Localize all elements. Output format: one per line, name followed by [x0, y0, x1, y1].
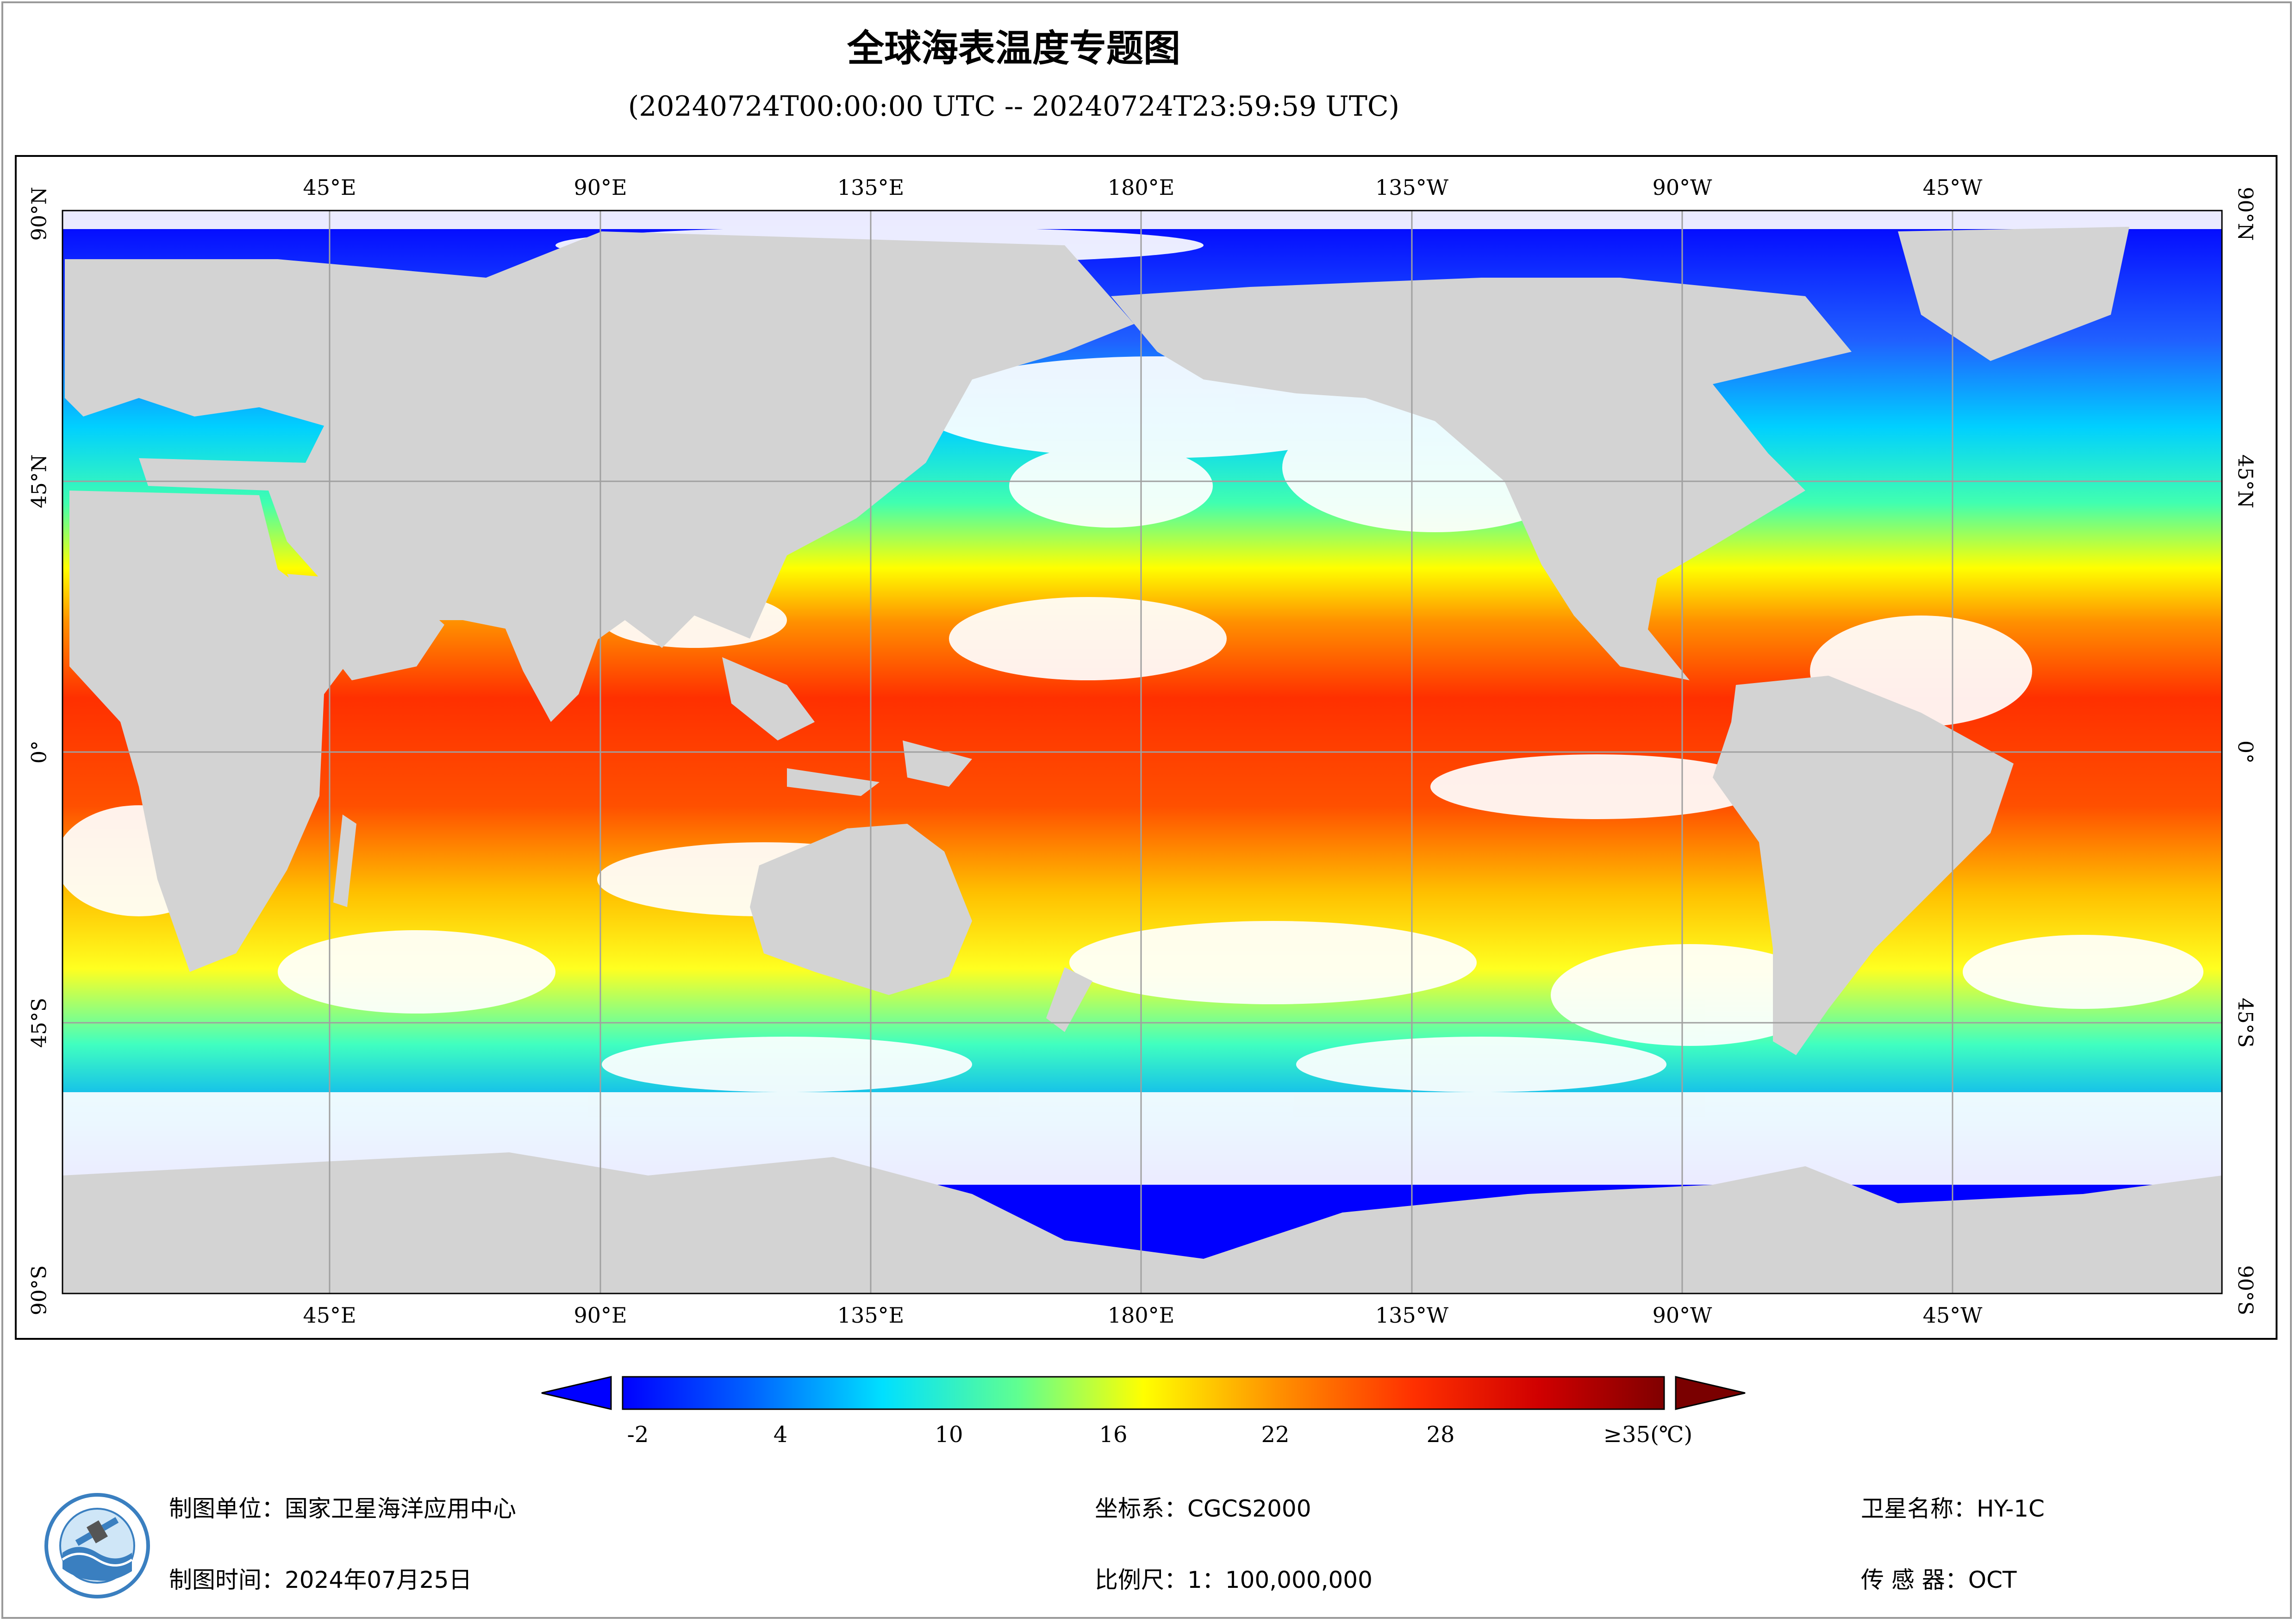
- lon-label-bottom-90w: 90°W: [1652, 1303, 1712, 1328]
- sst-map: [62, 210, 2223, 1294]
- nsoas-logo-icon: [44, 1493, 150, 1598]
- satellite-name: 卫星名称：HY-1C: [1861, 1495, 2045, 1522]
- land-eurasia: [65, 231, 1134, 666]
- lon-label-top-135w: 135°W: [1375, 175, 1449, 200]
- land-arabia: [287, 574, 444, 680]
- lat-label-right-45s: 45°S: [2233, 997, 2257, 1048]
- page-title: 全球海表温度专题图: [847, 27, 1180, 70]
- lon-label-bottom-135e: 135°E: [837, 1303, 905, 1328]
- map-outline: [62, 210, 2223, 1294]
- lon-label-bottom-135w: 135°W: [1375, 1303, 1449, 1328]
- lat-label-left-45n: 45°N: [27, 454, 51, 509]
- land-new-zealand: [1046, 967, 1092, 1032]
- lon-label-top-90w: 90°W: [1652, 175, 1712, 200]
- map-scale: 比例尺：1：100,000,000: [1095, 1567, 1373, 1593]
- mapping-organization: 制图单位：国家卫星海洋应用中心: [169, 1495, 516, 1522]
- sst-color-legend: [541, 1376, 1746, 1410]
- lat-label-right-90s: 90°S: [2233, 1265, 2257, 1316]
- sensor-name: 传 感 器：OCT: [1861, 1567, 2017, 1593]
- lat-label-left-90n: 90°N: [27, 187, 51, 241]
- lat-label-right-45n: 45°N: [2233, 454, 2257, 509]
- mapping-date: 制图时间：2024年07月25日: [169, 1567, 472, 1593]
- legend-overflow-arrow: [1675, 1376, 1746, 1410]
- lon-label-bottom-45e: 45°E: [303, 1303, 356, 1328]
- land-madagascar: [333, 815, 356, 907]
- coordinate-system: 坐标系：CGCS2000: [1095, 1495, 1311, 1522]
- lon-label-top-45e: 45°E: [303, 175, 356, 200]
- map-frame: [15, 155, 2277, 1340]
- land-south-america: [1713, 676, 2014, 1055]
- land-north-america: [1111, 278, 1852, 680]
- legend-tick-label: 22: [1261, 1422, 1290, 1448]
- lat-label-right-90n: 90°N: [2233, 187, 2257, 241]
- lat-label-left-90s: 90°S: [27, 1265, 51, 1316]
- lat-label-right-0: 0°: [2233, 740, 2257, 764]
- legend-tick-label: ≥35(℃): [1603, 1422, 1693, 1448]
- legend-colorbar: [622, 1376, 1665, 1410]
- lon-label-bottom-180e: 180°E: [1107, 1303, 1175, 1328]
- lon-label-bottom-45w: 45°W: [1922, 1303, 1983, 1328]
- land-india: [500, 616, 606, 722]
- legend-tick-label: 10: [935, 1422, 963, 1448]
- lon-label-top-135e: 135°E: [837, 175, 905, 200]
- land-sea-islands: [722, 657, 972, 796]
- legend-tick-label: 4: [773, 1422, 788, 1448]
- legend-tick-label: 16: [1099, 1422, 1128, 1448]
- graticule: [62, 211, 2222, 1293]
- lat-label-left-0: 0°: [27, 740, 51, 764]
- land-australia: [750, 824, 972, 995]
- time-range-subtitle: (20240724T00:00:00 UTC -- 20240724T23:59…: [628, 90, 1400, 123]
- land-greenland: [1898, 227, 2129, 361]
- legend-tick-label: -2: [627, 1422, 649, 1448]
- lon-label-top-180e: 180°E: [1107, 175, 1175, 200]
- legend-underflow-arrow: [541, 1376, 612, 1410]
- land-africa: [69, 491, 352, 972]
- lat-label-left-45s: 45°S: [27, 997, 51, 1048]
- legend-tick-label: 28: [1426, 1422, 1455, 1448]
- lon-label-bottom-90e: 90°E: [574, 1303, 627, 1328]
- lon-label-top-90e: 90°E: [574, 175, 627, 200]
- lon-label-top-45w: 45°W: [1922, 175, 1983, 200]
